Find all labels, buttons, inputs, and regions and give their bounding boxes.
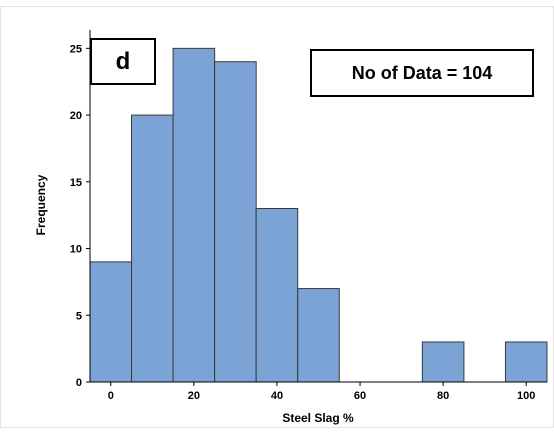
x-axis-label: Steel Slag % (282, 411, 354, 425)
y-tick-label: 0 (76, 377, 82, 389)
y-axis-label: Frequency (34, 174, 48, 235)
axes-group (89, 30, 547, 383)
sample-count-annotation: No of Data = 104 (310, 49, 534, 97)
histogram-bar (214, 61, 257, 383)
histogram-bar (421, 341, 465, 383)
ticks-group: 0 5 10 15 20 25 0 20 40 60 80 100 (70, 43, 536, 402)
x-tick-label: 40 (271, 390, 283, 402)
x-tick-label: 100 (517, 390, 535, 402)
x-tick-label: 60 (354, 390, 366, 402)
y-tick-label: 20 (70, 110, 82, 122)
histogram-bar (131, 114, 174, 383)
bars-group (89, 47, 548, 383)
histogram-bar (255, 208, 299, 383)
y-tick-label: 10 (70, 244, 82, 256)
panel-label: d (90, 38, 156, 85)
x-tick-label: 80 (437, 390, 449, 402)
histogram-bar (297, 288, 340, 383)
histogram-bar (504, 341, 548, 383)
x-tick-label: 20 (188, 390, 200, 402)
histogram-bar (89, 261, 133, 383)
y-tick-label: 25 (70, 43, 82, 55)
y-tick-label: 15 (70, 177, 82, 189)
x-tick-label: 0 (108, 390, 114, 402)
histogram-bar (172, 47, 216, 383)
y-tick-label: 5 (76, 310, 82, 322)
